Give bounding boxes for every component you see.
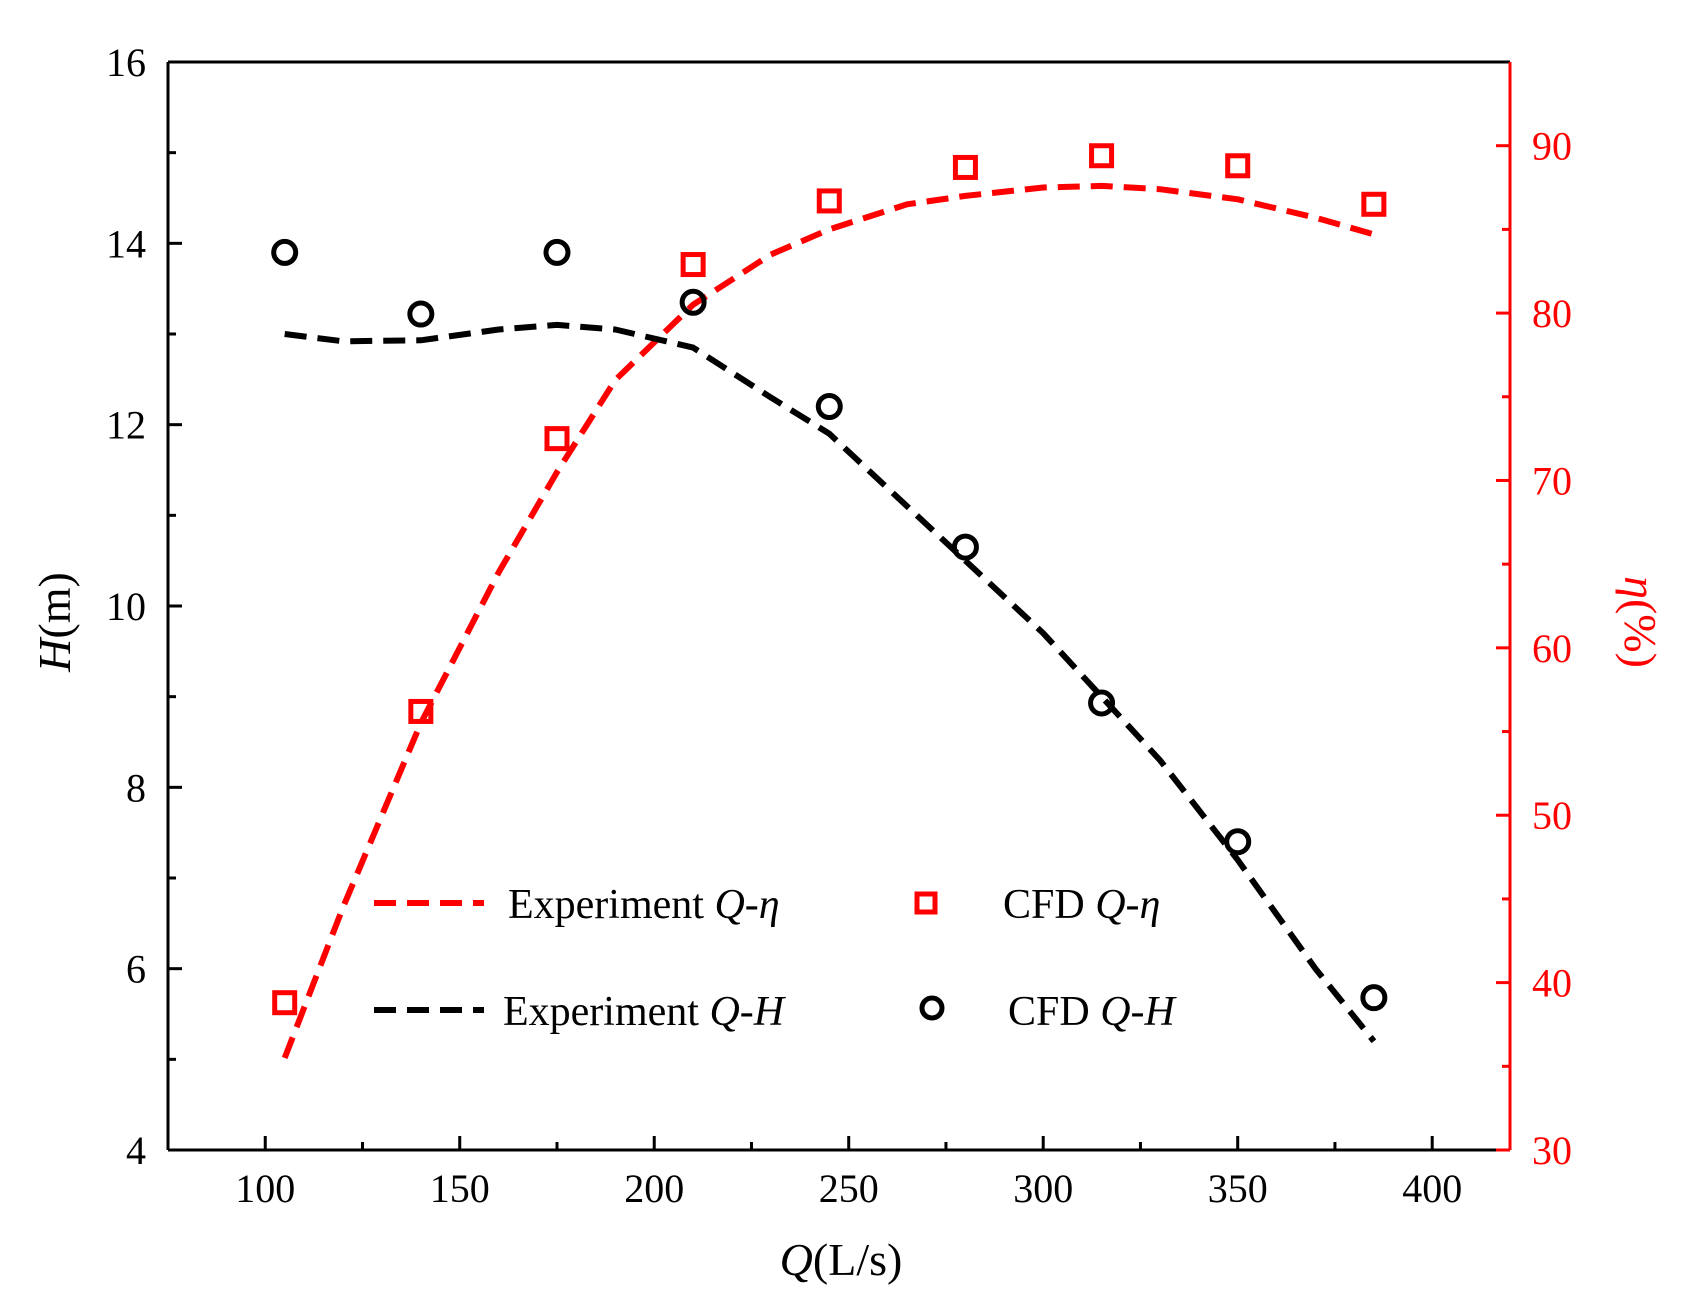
y-right-tick-label-90: 90 <box>1532 124 1572 169</box>
legend-label-experiment-q-eta: Experiment Q-η <box>508 882 780 928</box>
y-axis-right-unit: (%) <box>1615 599 1666 668</box>
marker-square-1-0 <box>272 990 298 1016</box>
series-line-0-experiment-q- <box>281 182 1375 1059</box>
marker-circle-3-4 <box>815 393 843 421</box>
marker-circle-3-6 <box>1088 689 1116 717</box>
y-right-tick-label-80: 80 <box>1532 291 1572 336</box>
marker-circle-3-8 <box>1360 984 1388 1012</box>
y-left-tick-label-10: 10 <box>106 584 146 629</box>
x-axis-unit: (L/s) <box>813 1234 902 1285</box>
x-tick-label-150: 150 <box>430 1166 490 1211</box>
y-left-tick-label-16: 16 <box>106 40 146 85</box>
x-tick-label-100: 100 <box>235 1166 295 1211</box>
y-left-tick-label-6: 6 <box>126 947 146 992</box>
marker-circle-3-3 <box>679 288 707 316</box>
x-axis-title: Q(L/s) <box>780 1234 903 1285</box>
y-axis-left-unit: (m) <box>29 572 80 638</box>
y-right-tick-label-70: 70 <box>1532 458 1572 503</box>
x-tick-label-350: 350 <box>1208 1166 1268 1211</box>
y-left-tick-label-14: 14 <box>106 221 146 266</box>
x-tick-label-400: 400 <box>1402 1166 1462 1211</box>
legend-label-experiment-q-h: Experiment Q-H <box>503 989 787 1035</box>
legend: Experiment Q-η CFD Q-η Experiment Q-H CF… <box>374 882 1178 1035</box>
y-left-tick-label-12: 12 <box>106 403 146 448</box>
legend-label-cfd-q-h: CFD Q-H <box>1008 989 1178 1035</box>
marker-square-1-1 <box>408 698 434 724</box>
y-axis-left-variable: H <box>29 636 80 673</box>
legend-swatch-cfd-q-h <box>919 995 945 1021</box>
marker-circle-3-7 <box>1224 828 1252 856</box>
y-right-tick-label-60: 60 <box>1532 626 1572 671</box>
y-right-tick-label-40: 40 <box>1532 961 1572 1006</box>
x-tick-label-250: 250 <box>819 1166 879 1211</box>
marker-circle-3-5 <box>951 533 979 561</box>
y-right-tick-label-50: 50 <box>1532 793 1572 838</box>
marker-square-1-3 <box>680 252 706 278</box>
marker-square-1-6 <box>1089 143 1115 169</box>
x-axis-variable: Q <box>780 1234 813 1285</box>
marker-square-1-4 <box>816 188 842 214</box>
marker-circle-3-2 <box>543 238 571 266</box>
y-axis-right-title: η(%) <box>1615 576 1666 668</box>
x-tick-label-200: 200 <box>624 1166 684 1211</box>
marker-square-1-7 <box>1225 153 1251 179</box>
legend-label-cfd-q-eta: CFD Q-η <box>1003 882 1160 928</box>
y-axis-left-title: H(m) <box>29 572 80 673</box>
y-left-tick-label-8: 8 <box>126 765 146 810</box>
marker-square-1-5 <box>952 154 978 180</box>
series-line-2-experiment-q-h <box>284 321 1377 1044</box>
y-right-tick-label-30: 30 <box>1532 1128 1572 1173</box>
y-left-tick-label-4: 4 <box>126 1128 146 1173</box>
legend-swatch-cfd-q-eta <box>914 891 938 915</box>
marker-square-1-8 <box>1361 191 1387 217</box>
plot-area: 100 150 200 250 300 350 400 4 6 8 10 12 14 16 30 40 50 60… <box>106 40 1572 1211</box>
y-axis-right-variable: η <box>1615 576 1666 599</box>
marker-circle-3-0 <box>271 238 299 266</box>
x-tick-label-300: 300 <box>1013 1166 1073 1211</box>
marker-square-1-2 <box>544 426 570 452</box>
marker-circle-3-1 <box>407 300 435 328</box>
